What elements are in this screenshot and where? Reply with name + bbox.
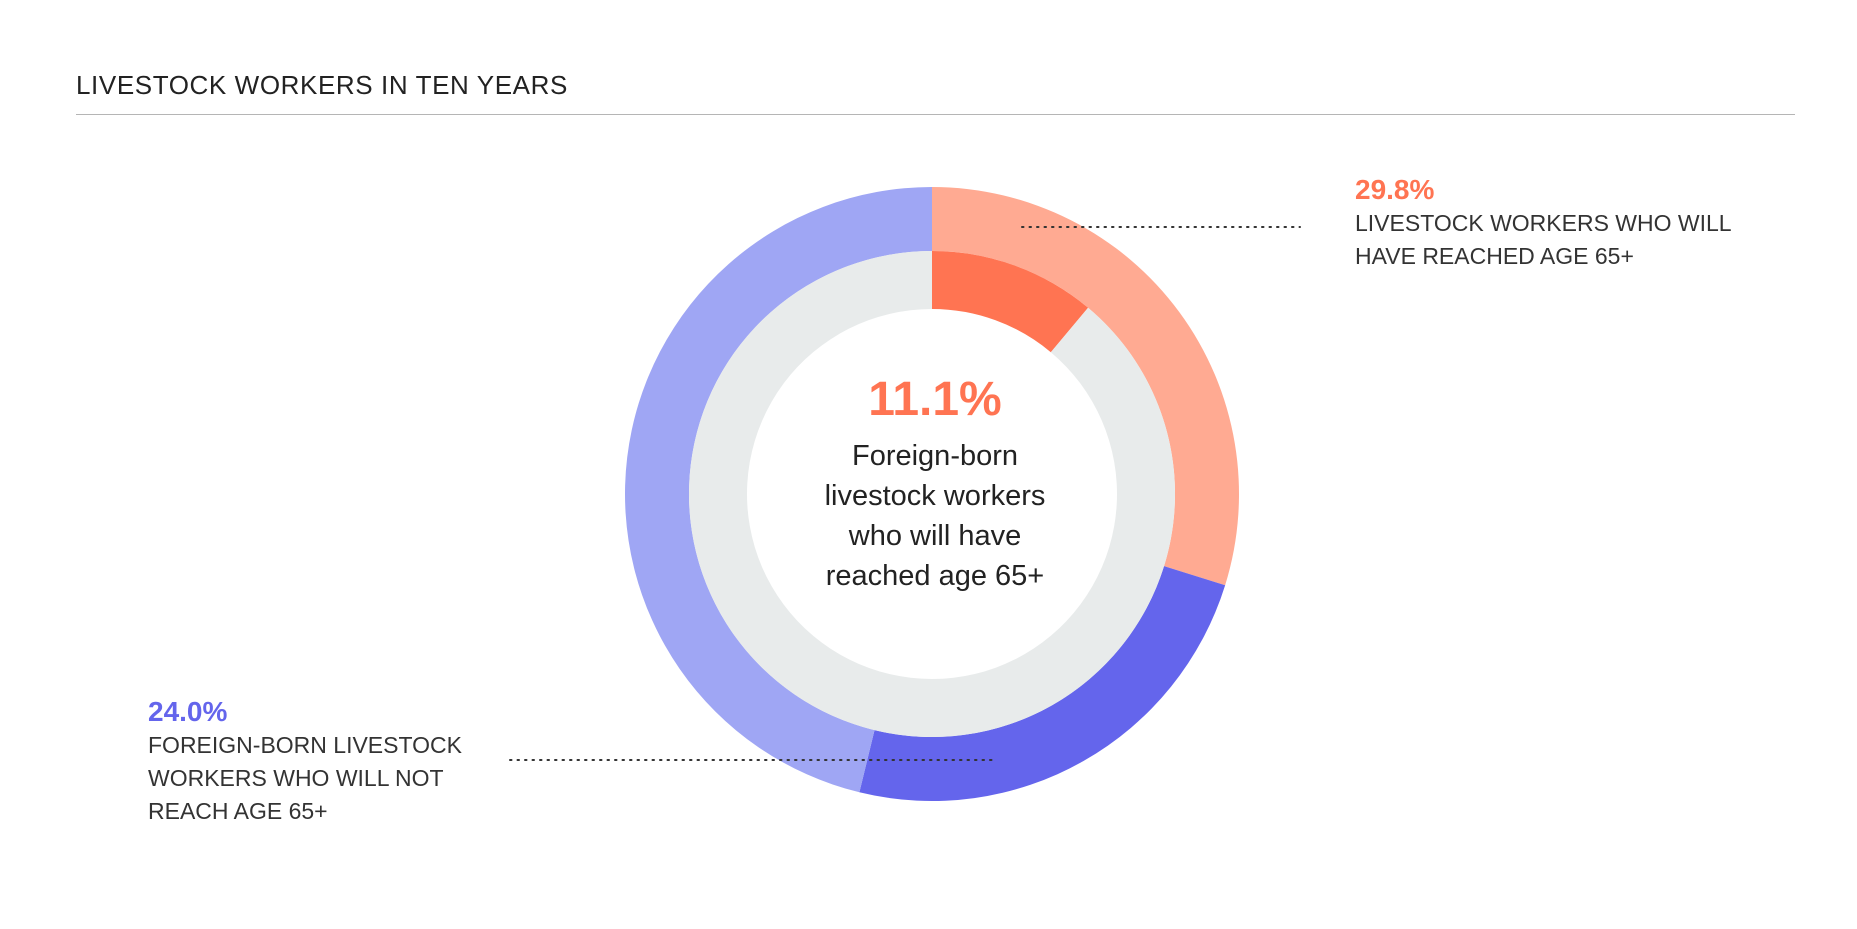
outer-slice-age65 bbox=[932, 187, 1239, 586]
callout-age65: 29.8% LIVESTOCK WORKERS WHO WILL HAVE RE… bbox=[1355, 173, 1775, 273]
center-percent-label: 11.1% bbox=[868, 373, 1002, 426]
outer-slice-remainder bbox=[625, 187, 932, 793]
inner-slice-foreign-age65 bbox=[932, 251, 1089, 353]
center-description: Foreign-born livestock workers who will … bbox=[824, 440, 1046, 592]
callout-age65-percent: 29.8% bbox=[1355, 174, 1435, 205]
callout-foreign-not65-percent: 24.0% bbox=[148, 696, 228, 727]
chart-title: LIVESTOCK WORKERS IN TEN YEARS bbox=[76, 70, 568, 100]
callout-foreign-not65-text: FOREIGN-BORN LIVESTOCK WORKERS WHO WILL … bbox=[148, 732, 462, 824]
callout-age65-text: LIVESTOCK WORKERS WHO WILL HAVE REACHED … bbox=[1355, 210, 1732, 269]
callout-foreign-not65: 24.0% FOREIGN-BORN LIVESTOCK WORKERS WHO… bbox=[148, 695, 508, 828]
outer-slice-foreign-not65 bbox=[859, 566, 1226, 801]
title-divider bbox=[76, 114, 1795, 115]
